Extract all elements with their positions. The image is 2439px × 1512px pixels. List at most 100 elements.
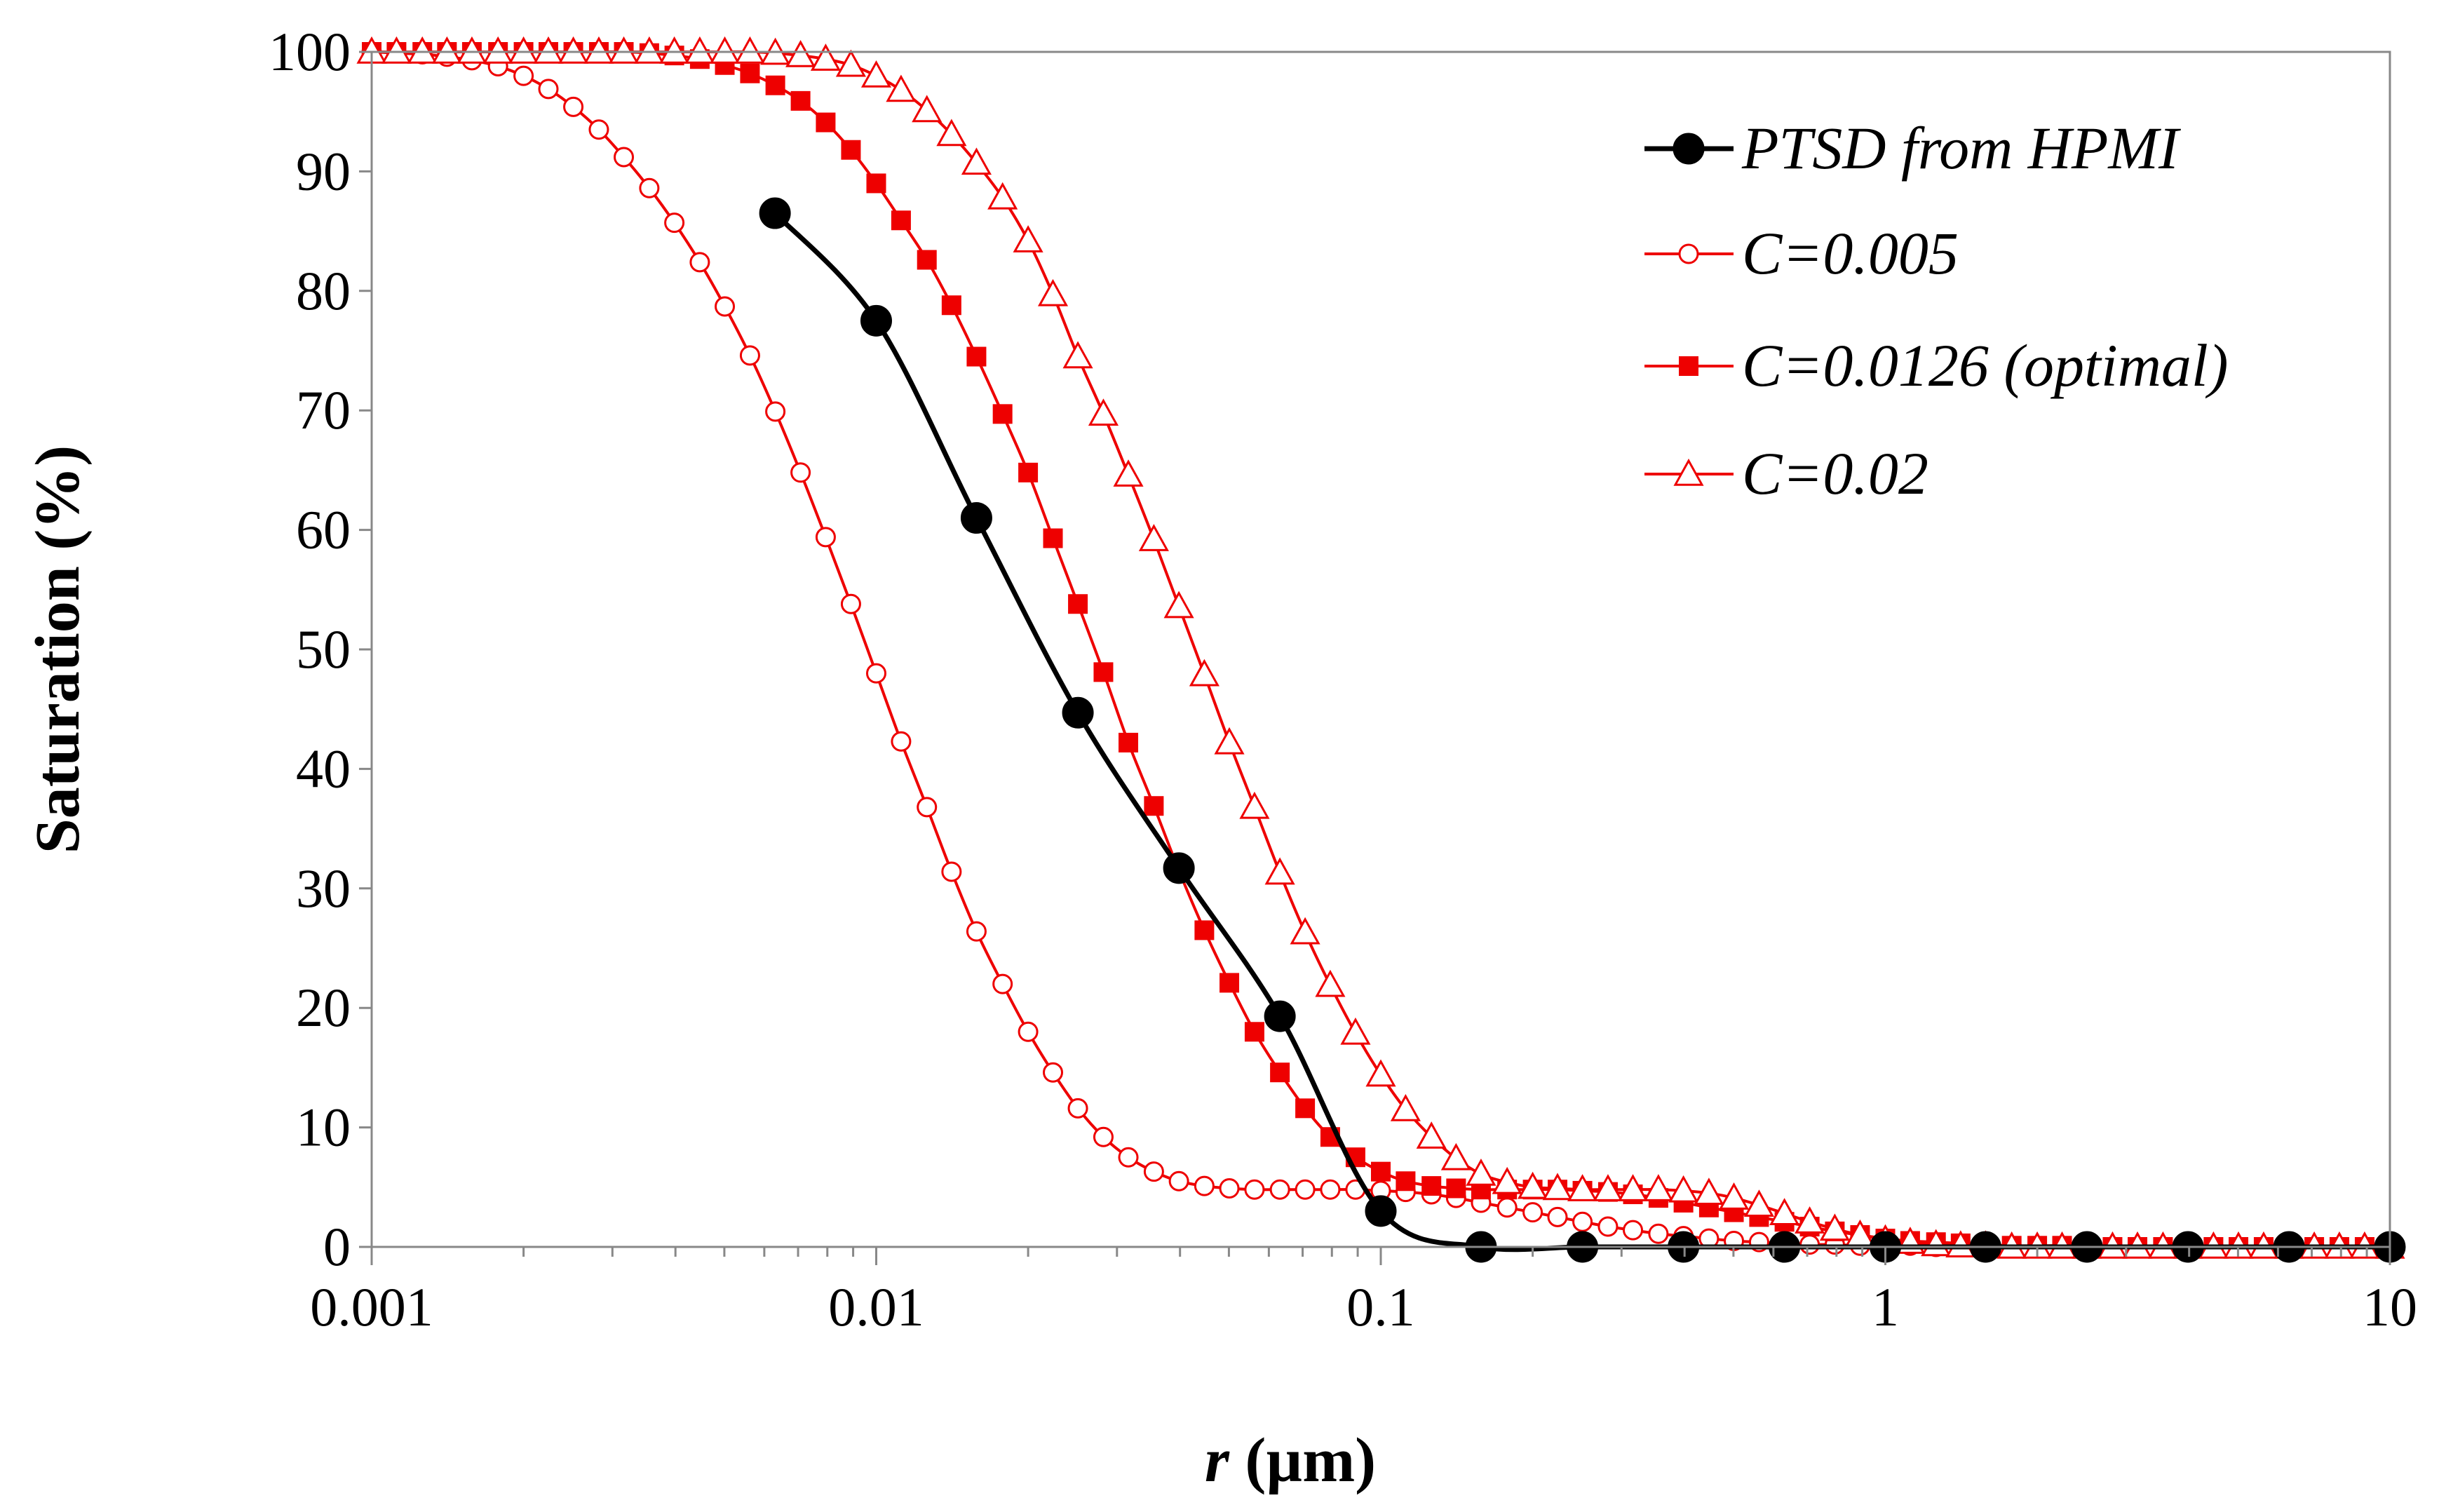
data-point [1189,659,1220,687]
data-point [1416,1121,1447,1149]
data-point [891,731,912,752]
legend-label: C=0.02 [1742,440,1928,507]
data-point [1043,1062,1064,1083]
data-point [992,404,1013,424]
y-tick-label: 30 [296,858,351,919]
data-point [457,36,487,64]
y-tick-label: 20 [296,977,351,1038]
data-point [917,797,938,818]
data-point [1315,969,1346,997]
data-point [912,95,943,123]
data-point [684,36,715,64]
y-axis-title: Saturation (%) [23,445,93,854]
data-point [1163,852,1195,884]
x-tick-label: 0.1 [1346,1276,1415,1337]
data-point [1795,1206,1825,1234]
data-point [1643,1174,1674,1201]
data-point [1220,973,1240,993]
data-point [961,147,992,175]
data-point [835,49,866,77]
x-axis-title-unit: (µm) [1229,1426,1376,1495]
data-point [740,63,760,83]
y-tick-label: 70 [296,379,351,440]
data-point [1421,1176,1442,1196]
data-point [1118,1147,1139,1168]
data-point [715,296,736,317]
legend-marker [1673,458,1704,486]
data-point [1067,1098,1088,1119]
data-point [1567,1174,1598,1201]
data-point [1396,1171,1416,1192]
data-point [1270,1062,1290,1083]
data-point [1496,1197,1518,1218]
data-point [810,43,841,71]
data-point [1617,1174,1649,1201]
data-point [1769,1198,1800,1225]
data-point [659,36,690,64]
data-point [790,462,811,483]
data-point [1597,1216,1619,1237]
data-point [482,36,513,64]
data-point [1013,225,1043,252]
data-point [1068,594,1088,614]
data-point [1518,1171,1548,1199]
y-tick-label: 90 [296,140,351,201]
data-point [966,921,987,942]
data-point [1138,524,1169,551]
data-point [614,147,635,168]
legend: PTSD from HPMI C=0.005 C=0.0126 (optimal) C… [1644,114,2228,507]
data-point [815,527,836,548]
data-point [936,119,967,147]
data-point [1119,732,1139,752]
data-point [1062,341,1093,369]
data-point [608,36,640,64]
data-point [1668,1175,1699,1203]
data-point [785,40,816,67]
x-tick-label: 10 [2363,1276,2417,1337]
data-point [1143,1161,1164,1182]
data-point [1440,1142,1471,1170]
data-point [1269,1179,1290,1200]
data-point [664,212,685,234]
data-point [689,252,710,273]
data-point [1466,1158,1496,1186]
data-point [1718,1182,1750,1210]
data-point [1062,696,1094,729]
data-point [860,60,892,88]
legend-marker [1678,243,1699,264]
data-point [1093,1126,1114,1147]
data-point [709,36,741,64]
data-point [941,295,961,316]
data-point [1168,1170,1189,1192]
data-point [734,36,765,64]
y-tick-label: 50 [296,619,351,680]
data-point [563,96,584,117]
data-point [1018,1021,1039,1042]
data-point [1088,398,1119,426]
data-point [960,502,992,534]
data-point [1547,1206,1568,1227]
data-point [1623,1220,1644,1241]
data-point [941,861,962,882]
data-point [1194,920,1215,940]
data-point [1264,1000,1296,1032]
data-point [1593,1174,1623,1201]
data-point [1572,1211,1593,1232]
data-point [1340,1017,1371,1045]
data-point [1743,1189,1774,1217]
data-point [583,36,614,64]
data-point [917,250,937,270]
data-point [1694,1177,1724,1206]
data-point [841,140,861,160]
legend-marker [1673,133,1705,165]
data-point [1239,791,1270,819]
data-point [860,304,892,337]
data-point [987,182,1018,210]
legend-label: PTSD from HPMI [1741,114,2181,182]
data-point [886,74,917,102]
data-point [1819,1213,1850,1241]
data-point [1648,1223,1669,1244]
y-tick-label: 60 [296,499,351,560]
data-point [1945,1230,1976,1257]
